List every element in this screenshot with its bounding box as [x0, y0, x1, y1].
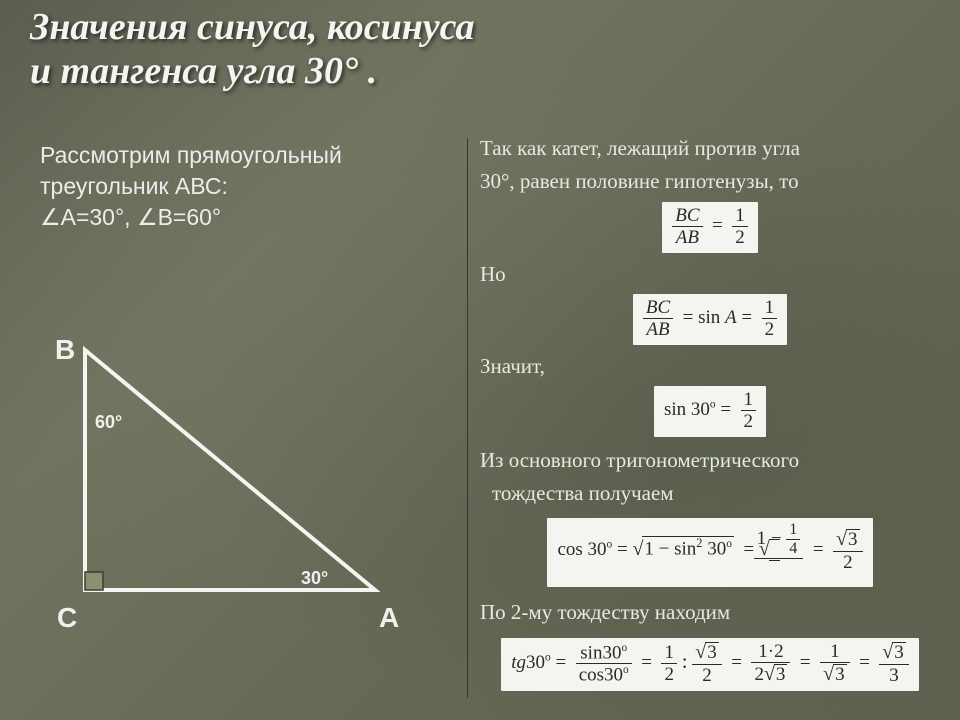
text-identity-1: Из основного тригонометрического [480, 447, 940, 474]
formula-cos30: cos 30o = 1 − sin2 30o = 1 − 14 = 32 [480, 518, 940, 587]
right-column: Так как катет, лежащий против угла 30°, … [480, 135, 940, 691]
right-angle-marker [85, 572, 103, 590]
formula-ratio-1: BCAB = 12 [480, 202, 940, 253]
triangle-diagram: В С А 60° 30° [55, 340, 415, 650]
text-second-identity: По 2-му тождеству находим [480, 599, 940, 626]
formula-sinA: BCAB = sin A = 12 [480, 294, 940, 345]
vertex-b-label: В [55, 334, 75, 366]
intro-line-3: ∠А=30°, ∠В=60° [40, 202, 460, 233]
text-therefore: Значит, [480, 353, 940, 380]
title-line-1: Значения синуса, косинуса [30, 6, 475, 50]
text-identity-2: тождества получаем [480, 480, 940, 507]
intro-line-2: треугольник АВС: [40, 171, 460, 202]
text-cathetus-2: 30°, равен половине гипотенузы, то [480, 168, 940, 195]
intro-block: Рассмотрим прямоугольный треугольник АВС… [40, 140, 460, 233]
column-divider [467, 138, 468, 698]
vertex-a-label: А [379, 602, 399, 634]
text-but: Но [480, 261, 940, 288]
formula-sin30: sin 30o = 12 [480, 386, 940, 437]
intro-line-1: Рассмотрим прямоугольный [40, 140, 460, 171]
triangle-svg [55, 340, 415, 640]
text-but-label: Но [480, 262, 506, 286]
formula-tg30: tg30o = sin30ocos30o = 12 : 32 = 1·223 =… [480, 638, 940, 691]
text-cathetus-1: Так как катет, лежащий против угла [480, 135, 940, 162]
angle-60-label: 60° [95, 412, 122, 433]
angle-30-label: 30° [301, 568, 328, 589]
triangle-shape [85, 350, 375, 590]
vertex-c-label: С [57, 602, 77, 634]
slide-title: Значения синуса, косинуса и тангенса угл… [30, 6, 475, 93]
title-line-2: и тангенса угла 30° . [30, 50, 475, 94]
